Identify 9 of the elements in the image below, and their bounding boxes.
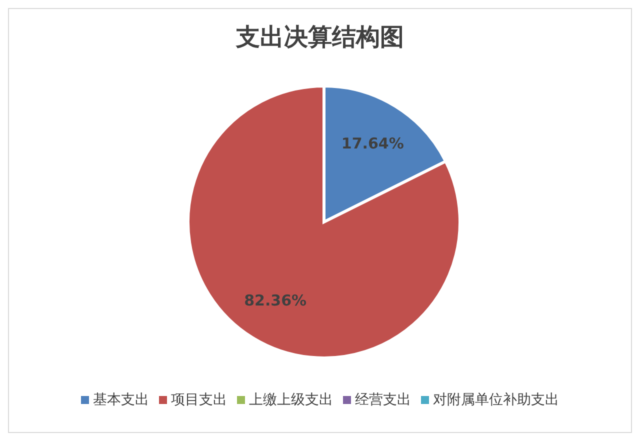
- chart-title: 支出决算结构图: [234, 22, 405, 53]
- pie-slice: [186, 84, 462, 360]
- legend-label: 基本支出: [93, 391, 149, 409]
- legend-label: 对附属单位补助支出: [433, 391, 559, 409]
- legend-label: 项目支出: [171, 391, 227, 409]
- data-label: 82.36%: [244, 292, 307, 310]
- legend-label: 上缴上级支出: [249, 391, 333, 409]
- legend-label: 经营支出: [355, 391, 411, 409]
- data-label: 17.64%: [341, 134, 404, 152]
